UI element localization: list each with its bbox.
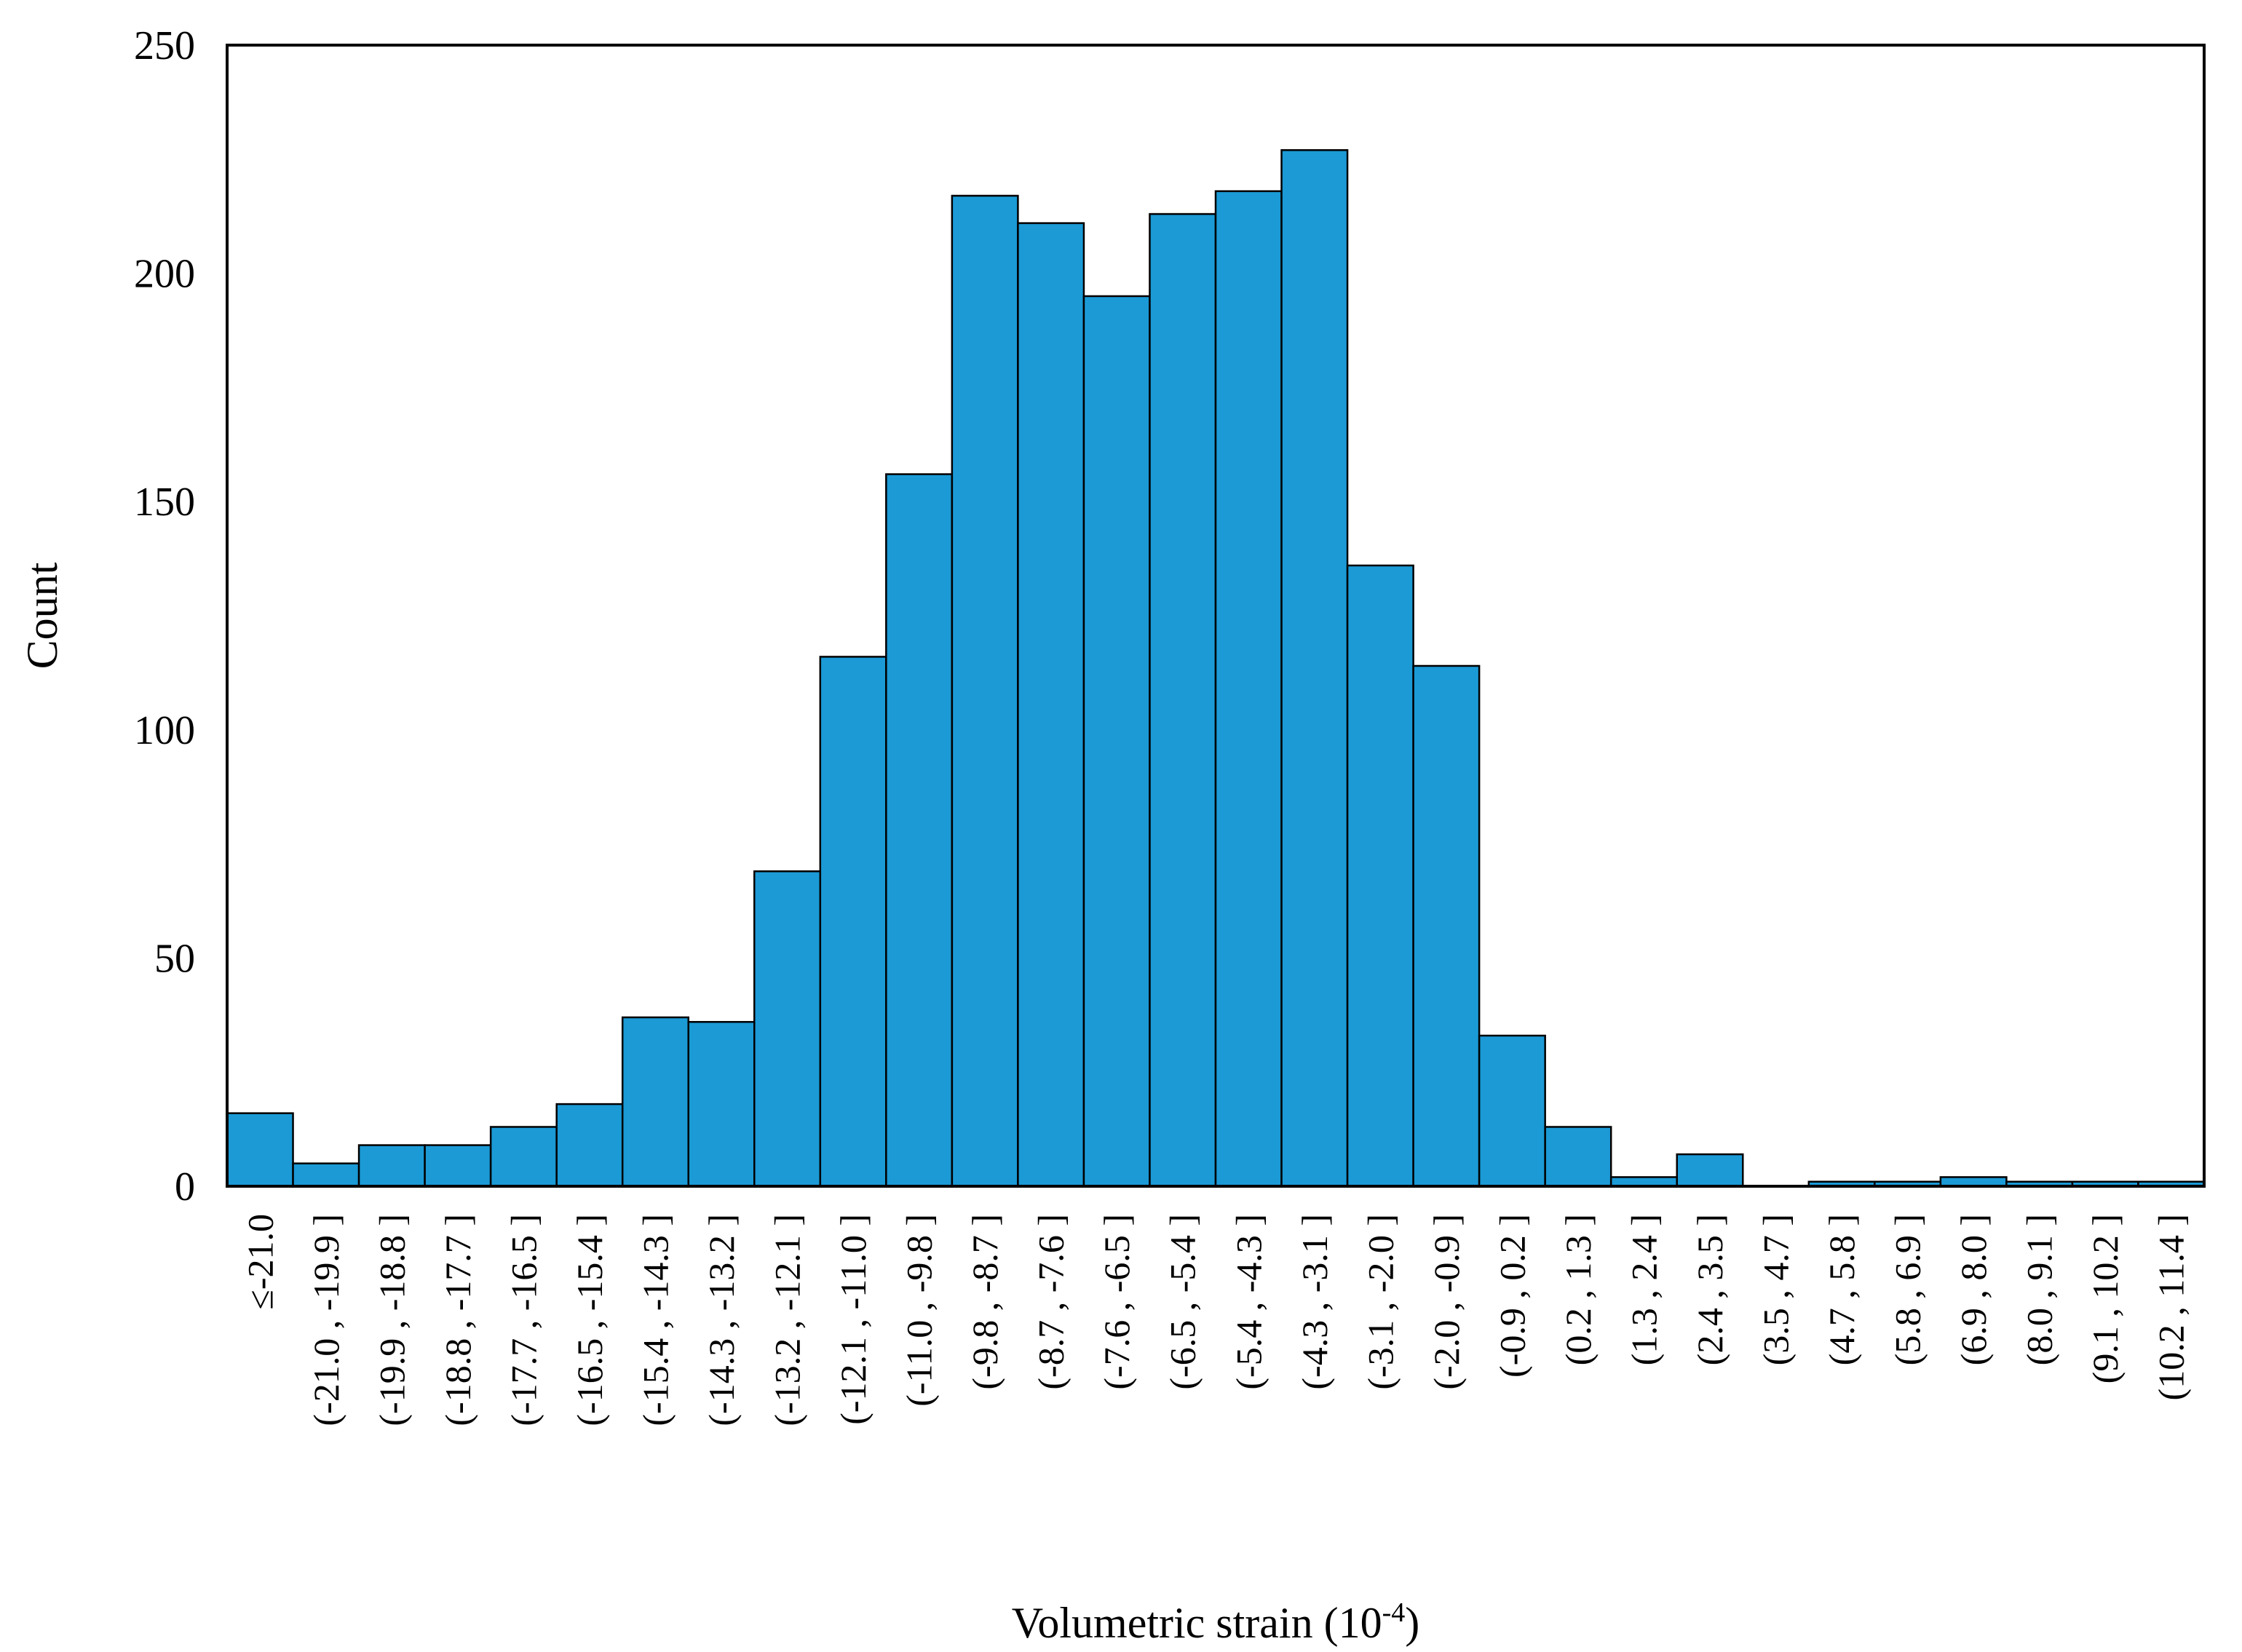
x-tick-label-18: (-2.0 , -0.9 ] (1426, 1214, 1467, 1390)
x-tick-label-3: (-18.8 , -17.7 ] (437, 1214, 478, 1426)
x-tick-label-14: (-6.5 , -5.4 ] (1162, 1214, 1203, 1390)
x-tick-label-2: (-19.9 , -18.8 ] (371, 1214, 412, 1426)
plot-frame (226, 44, 2206, 1188)
y-tick-label-3: 150 (134, 480, 195, 525)
bars-group (226, 149, 2206, 1188)
x-tick-label-13: (-7.6 , -6.5 ] (1096, 1214, 1137, 1390)
bar-9 (819, 656, 887, 1188)
bar-2 (357, 1144, 426, 1188)
x-tick-label-15: (-5.4 , -4.3 ] (1228, 1214, 1269, 1390)
x-tick-label-4: (-17.7 , -16.5 ] (503, 1214, 544, 1426)
bar-13 (1082, 295, 1151, 1188)
bar-22 (1676, 1153, 1744, 1188)
bar-14 (1149, 213, 1217, 1188)
bar-5 (555, 1103, 624, 1188)
bar-8 (753, 870, 822, 1188)
x-axis-title: Volumetric strain (10-4) (1012, 1597, 1419, 1647)
x-tick-label-6: (-15.4 , -14.3 ] (635, 1214, 676, 1426)
x-tick-label-9: (-12.1 , -11.0 ] (833, 1214, 874, 1425)
x-tick-label-5: (-16.5 , -15.4 ] (569, 1214, 610, 1426)
x-tick-label-22: (2.4 , 3.5 ] (1690, 1214, 1730, 1365)
x-tick-label-27: (8.0 , 9.1 ] (2019, 1214, 2060, 1365)
bar-0 (226, 1112, 294, 1188)
bar-15 (1214, 190, 1283, 1188)
x-tick-label-0: ≤-21.0 (239, 1214, 280, 1310)
bar-19 (1478, 1034, 1546, 1188)
x-tick-label-1: (-21.0 , -19.9 ] (306, 1214, 346, 1426)
bar-10 (885, 473, 954, 1188)
y-axis-ticks: 0 50 100 150 200 250 (134, 23, 195, 1210)
y-tick-label-4: 200 (134, 252, 195, 297)
x-tick-label-11: (-9.8 , -8.7 ] (964, 1214, 1005, 1390)
bar-6 (621, 1016, 689, 1188)
bar-7 (687, 1020, 756, 1188)
bar-16 (1280, 149, 1349, 1188)
y-tick-label-2: 100 (134, 708, 195, 753)
bar-12 (1017, 222, 1085, 1188)
y-tick-label-5: 250 (134, 23, 195, 68)
x-tick-label-19: (-0.9 , 0.2 ] (1492, 1214, 1532, 1378)
x-tick-label-24: (4.7 , 5.8 ] (1821, 1214, 1862, 1365)
bar-4 (489, 1126, 558, 1188)
x-tick-label-7: (-14.3 , -13.2 ] (701, 1214, 742, 1426)
bar-18 (1412, 664, 1481, 1188)
y-tick-label-1: 50 (154, 936, 195, 981)
bar-11 (951, 194, 1019, 1188)
x-tick-label-8: (-13.2 , -12.1 ] (767, 1214, 808, 1426)
x-tick-label-20: (0.2 , 1.3 ] (1558, 1214, 1599, 1365)
x-tick-label-28: (9.1 , 10.2 ] (2085, 1214, 2126, 1383)
y-axis-title: Count (18, 562, 66, 669)
x-tick-label-26: (6.9 , 8.0 ] (1953, 1214, 1994, 1365)
x-tick-label-12: (-8.7 , -7.6 ] (1031, 1214, 1072, 1390)
x-axis-title-exponent: -4 (1382, 1597, 1406, 1628)
y-tick-label-0: 0 (175, 1164, 195, 1210)
x-tick-label-17: (-3.1 , -2.0 ] (1360, 1214, 1401, 1390)
bar-17 (1346, 564, 1414, 1188)
x-tick-label-10: (-11.0 , -9.8 ] (899, 1214, 940, 1407)
x-tick-label-21: (1.3 , 2.4 ] (1623, 1214, 1664, 1365)
bar-20 (1544, 1126, 1612, 1188)
x-tick-label-23: (3.5 , 4.7 ] (1756, 1214, 1797, 1365)
bar-1 (292, 1162, 360, 1188)
x-axis-title-main: Volumetric strain (10 (1012, 1599, 1382, 1647)
bar-3 (424, 1144, 492, 1188)
x-tick-label-29: (10.2 , 11.4 ] (2151, 1214, 2192, 1400)
x-tick-label-25: (5.8 , 6.9 ] (1888, 1214, 1928, 1365)
x-axis-title-suffix: ) (1405, 1599, 1419, 1647)
x-tick-label-16: (-4.3 , -3.1 ] (1294, 1214, 1335, 1390)
x-axis-bin-labels: ≤-21.0 (-21.0 , -19.9 ] (-19.9 , -18.8 ] (-… (239, 1214, 2191, 1426)
